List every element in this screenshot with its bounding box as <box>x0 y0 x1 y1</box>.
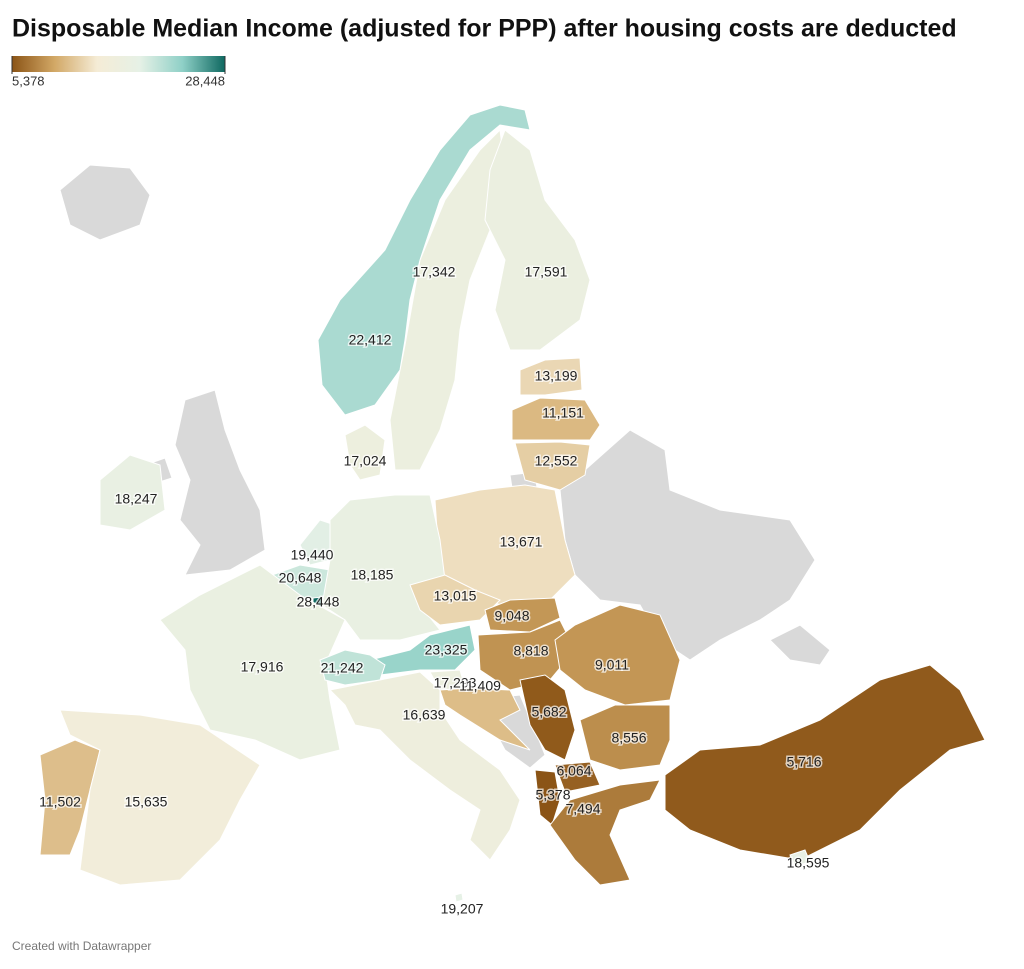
region-label: 28,448 <box>297 594 340 610</box>
region-label: 5,682 <box>531 704 566 720</box>
region-label: 18,595 <box>787 855 830 871</box>
region-label: 22,412 <box>349 332 392 348</box>
region <box>59 709 261 886</box>
russia <box>769 624 831 666</box>
region-label: 19,440 <box>291 547 334 563</box>
labels: 17,342 17,591 22,412 13,199 11,151 12,552 17,0… <box>38 262 832 918</box>
region <box>514 441 591 491</box>
region-label: 18,185 <box>351 567 394 583</box>
region-label: 15,635 <box>125 794 168 810</box>
region-label: 19,207 <box>441 901 484 917</box>
region <box>484 597 561 633</box>
region <box>554 761 601 793</box>
region <box>519 357 583 396</box>
region <box>319 649 386 686</box>
region-label: 6,064 <box>556 763 591 779</box>
region <box>328 671 521 861</box>
legend-max: 28,448 <box>185 73 225 88</box>
region-label: 23,325 <box>425 642 468 658</box>
region <box>389 128 506 471</box>
region-label: 21,242 <box>321 660 364 676</box>
region <box>484 129 591 351</box>
region <box>317 104 531 416</box>
region-label: 8,818 <box>513 643 548 659</box>
region-label: 11,502 <box>39 794 81 810</box>
region <box>159 564 346 761</box>
region-label: 12,552 <box>535 453 578 469</box>
region-label: 17,591 <box>525 264 568 280</box>
region-label: 18,247 <box>115 491 158 507</box>
region-label: 5,378 <box>535 787 570 803</box>
region <box>344 424 386 481</box>
regions <box>39 104 986 903</box>
region-label: 13,671 <box>500 534 543 550</box>
region <box>454 892 464 903</box>
region <box>534 769 561 826</box>
region-label: 17,916 <box>241 659 284 675</box>
region <box>579 704 671 771</box>
region-label: 13,015 <box>434 588 477 604</box>
region <box>369 624 476 676</box>
legend-bar <box>12 56 225 72</box>
region <box>554 604 681 706</box>
region <box>664 664 986 861</box>
region <box>39 739 101 856</box>
region <box>439 687 531 751</box>
region-label: 9,011 <box>595 657 629 673</box>
title: Disposable Median Income (adjusted for P… <box>12 15 957 43</box>
region-label: 20,648 <box>279 570 322 586</box>
region <box>519 674 576 761</box>
legend-min: 5,378 <box>12 73 45 88</box>
region <box>99 454 166 531</box>
region-label: 7,494 <box>565 801 600 817</box>
region-label: 13,199 <box>535 368 578 384</box>
region-label: 5,716 <box>786 754 821 770</box>
belarus-ukraine <box>559 429 816 661</box>
region-label: 11,151 <box>542 405 584 421</box>
united-kingdom <box>174 389 266 576</box>
region <box>549 779 661 886</box>
region-label: 9,048 <box>494 608 529 624</box>
region-label: 8,556 <box>611 730 646 746</box>
region <box>511 397 601 441</box>
region-label: 17,342 <box>413 264 456 280</box>
footer: Created with Datawrapper <box>12 939 151 953</box>
region-label: 17,024 <box>344 453 387 469</box>
region <box>789 849 811 867</box>
region-label: 17,293 <box>434 675 477 691</box>
iceland <box>59 164 151 241</box>
region-label: 11,409 <box>459 678 501 694</box>
region-label: 16,639 <box>403 707 446 723</box>
